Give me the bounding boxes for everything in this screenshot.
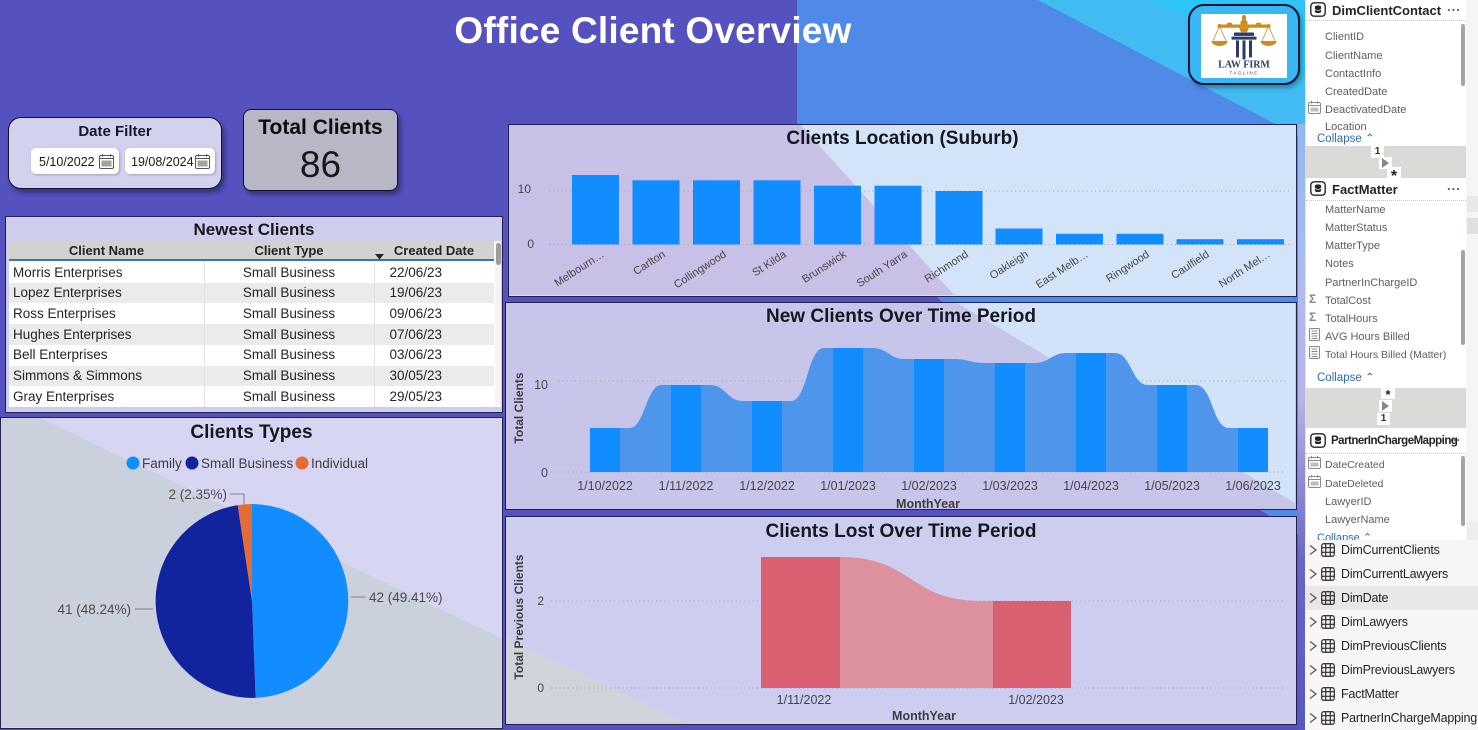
svg-text:1/11/2022: 1/11/2022 [777,693,832,707]
svg-text:0: 0 [541,466,548,480]
svg-text:42 (49.41%): 42 (49.41%) [369,590,443,605]
svg-text:10: 10 [534,378,548,392]
svg-text:Richmond: Richmond [923,248,971,285]
svg-text:1/11/2022: 1/11/2022 [659,479,714,493]
svg-text:MonthYear: MonthYear [892,709,956,723]
svg-text:0: 0 [527,237,534,251]
svg-text:TAGLINE: TAGLINE [1229,71,1258,76]
svg-text:0: 0 [537,681,544,695]
svg-text:Small Business: Small Business [201,456,294,471]
svg-text:Individual: Individual [311,456,368,471]
svg-text:10: 10 [518,182,532,196]
svg-text:1/04/2023: 1/04/2023 [1063,479,1119,493]
svg-text:Ringwood: Ringwood [1104,248,1152,285]
svg-text:2: 2 [537,594,544,608]
svg-text:1/12/2022: 1/12/2022 [739,479,795,493]
svg-text:1/10/2022: 1/10/2022 [577,479,633,493]
svg-text:2 (2.35%): 2 (2.35%) [168,487,227,502]
svg-text:1/02/2023: 1/02/2023 [1008,693,1064,707]
svg-text:Family: Family [142,456,182,471]
svg-text:Caulfield: Caulfield [1169,248,1211,281]
svg-text:1/05/2023: 1/05/2023 [1144,479,1200,493]
svg-text:Oakleigh: Oakleigh [988,248,1031,282]
svg-text:41 (48.24%): 41 (48.24%) [57,602,131,617]
svg-text:1/03/2023: 1/03/2023 [982,479,1038,493]
svg-text:North Mel…: North Mel… [1217,248,1273,290]
svg-text:1/02/2023: 1/02/2023 [901,479,957,493]
svg-text:1/01/2023: 1/01/2023 [820,479,876,493]
svg-text:Total Previous Clients: Total Previous Clients [512,554,526,679]
svg-text:Total Clients: Total Clients [512,372,526,443]
svg-text:LAW FIRM: LAW FIRM [1218,60,1270,71]
svg-text:MonthYear: MonthYear [896,497,960,508]
svg-text:East Melb…: East Melb… [1034,248,1091,291]
svg-text:1/06/2023: 1/06/2023 [1225,479,1281,493]
